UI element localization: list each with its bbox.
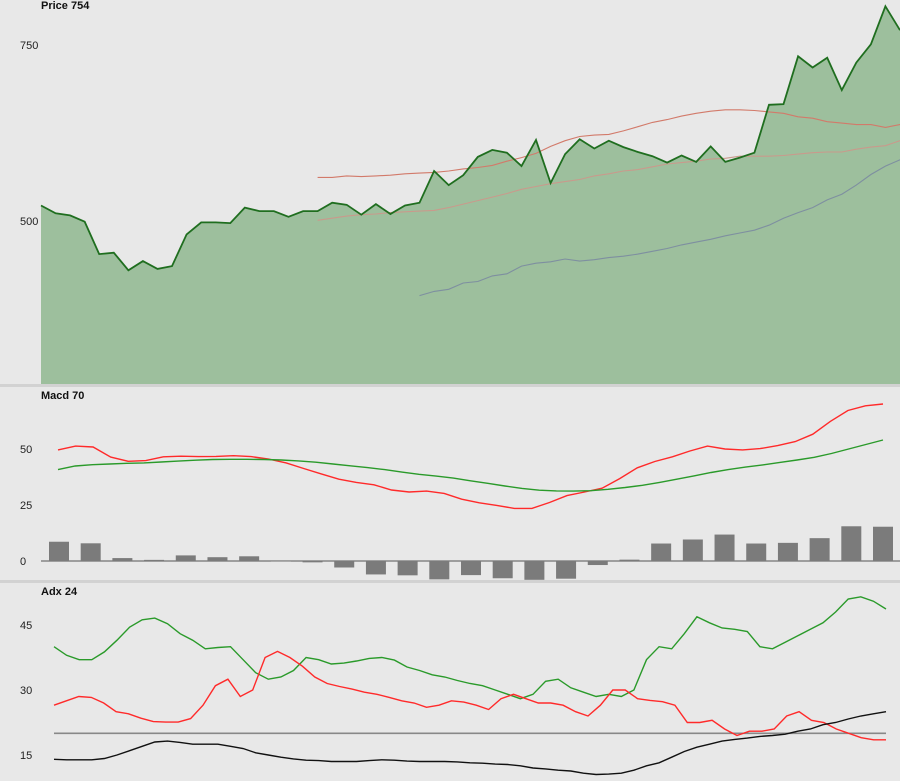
price-chart: 500 750 [20, 4, 900, 384]
histogram-bar [714, 534, 735, 561]
moving-average-long-line [419, 159, 900, 297]
histogram-bar [270, 560, 291, 562]
price-line [40, 4, 900, 272]
y-tick-label: 15 [20, 750, 32, 762]
macd-line [57, 403, 884, 510]
histogram-bar [746, 543, 767, 561]
y-tick-label: 30 [20, 685, 32, 697]
histogram-bar [49, 541, 69, 561]
adx-line [53, 711, 887, 776]
histogram-bar [144, 559, 165, 561]
histogram-bar [873, 526, 893, 561]
histogram-bar [239, 556, 260, 561]
histogram-bar [112, 558, 133, 561]
histogram-bar [397, 561, 418, 576]
price-panel: 500 750 Price 754 [0, 0, 900, 384]
histogram-bar [556, 561, 577, 579]
histogram-bar [302, 561, 323, 563]
y-tick-label: 750 [20, 40, 38, 52]
macd-panel-title: Macd 70 [41, 390, 85, 402]
signal-line [57, 439, 884, 492]
histogram-bar [80, 543, 101, 561]
y-tick-label: 45 [20, 620, 32, 632]
adx-panel-title: Adx 24 [41, 586, 78, 598]
histogram-bar [651, 543, 672, 561]
histogram-bar [777, 542, 798, 561]
histogram-bar [175, 555, 196, 561]
histogram-bar [365, 561, 386, 575]
panel-divider [0, 580, 900, 583]
histogram-bar [809, 538, 830, 561]
panel-divider [0, 384, 900, 387]
y-tick-label: 50 [20, 444, 32, 456]
y-tick-label: 25 [20, 500, 32, 512]
histogram-bar [619, 559, 640, 561]
histogram-bar [524, 561, 545, 580]
minus-di-line [53, 650, 886, 741]
macd-panel: 0 25 50 Macd 70 [0, 387, 900, 580]
price-area [41, 6, 900, 384]
adx-chart: 15 30 45 [20, 596, 887, 776]
price-panel-title: Price 754 [41, 0, 90, 12]
adx-panel: 15 30 45 Adx 24 [0, 583, 900, 781]
macd-chart: 0 25 50 [20, 403, 900, 580]
histogram-bar [682, 539, 703, 561]
moving-average-mid-line [317, 140, 900, 221]
histogram-bar [334, 561, 355, 568]
histogram-bar [841, 526, 862, 561]
histogram-bar [492, 561, 513, 579]
histogram-bar [207, 557, 228, 561]
histogram-bar [429, 561, 450, 580]
histogram-bar [461, 561, 481, 576]
y-tick-label: 0 [20, 556, 26, 568]
plus-di-line [53, 596, 887, 700]
histogram-bar [587, 561, 608, 566]
y-tick-label: 500 [20, 216, 38, 228]
